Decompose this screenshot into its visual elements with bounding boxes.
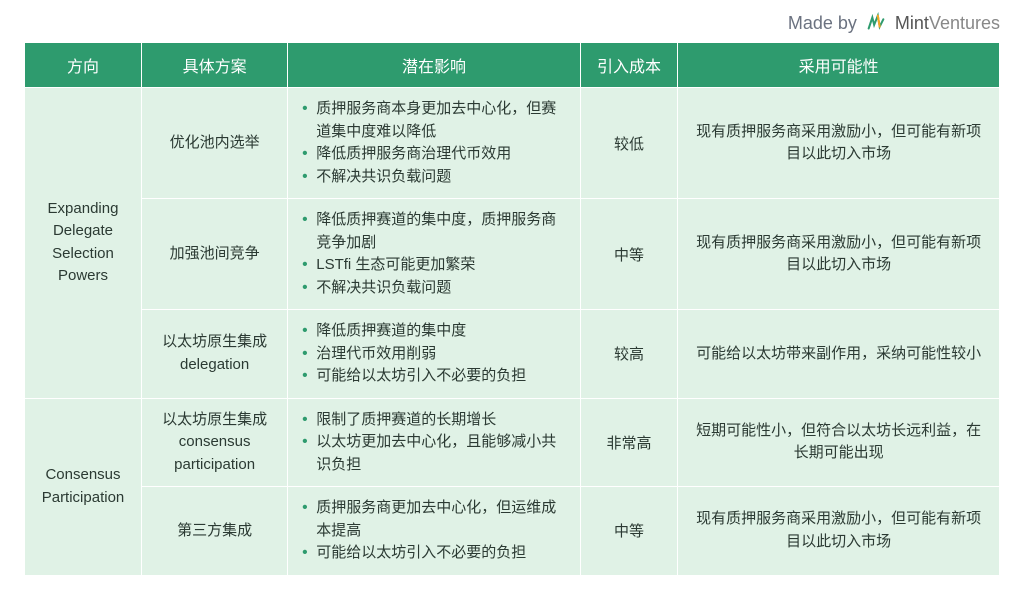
impact-item: 可能给以太坊引入不必要的负担 <box>302 542 566 565</box>
impact-item: LSTfi 生态可能更加繁荣 <box>302 254 566 277</box>
table-row: Consensus Participation以太坊原生集成 consensus… <box>25 398 1000 487</box>
impact-item: 质押服务商更加去中心化，但运维成本提高 <box>302 497 566 542</box>
header-direction: 方向 <box>25 43 142 88</box>
attribution-prefix: Made by <box>788 13 857 34</box>
impact-cell: 降低质押赛道的集中度，质押服务商竞争加剧LSTfi 生态可能更加繁荣不解决共识负… <box>288 199 581 310</box>
impact-item: 限制了质押赛道的长期增长 <box>302 409 566 432</box>
adoption-cell: 现有质押服务商采用激励小，但可能有新项目以此切入市场 <box>678 199 1000 310</box>
attribution-bar: Made by MintVentures <box>24 12 1000 34</box>
plan-cell: 以太坊原生集成 consensus participation <box>142 398 288 487</box>
plan-cell: 第三方集成 <box>142 487 288 576</box>
impact-list: 质押服务商更加去中心化，但运维成本提高可能给以太坊引入不必要的负担 <box>302 497 566 565</box>
cost-cell: 较高 <box>580 310 678 399</box>
adoption-cell: 现有质押服务商采用激励小，但可能有新项目以此切入市场 <box>678 487 1000 576</box>
impact-cell: 限制了质押赛道的长期增长以太坊更加去中心化，且能够减小共识负担 <box>288 398 581 487</box>
impact-list: 限制了质押赛道的长期增长以太坊更加去中心化，且能够减小共识负担 <box>302 409 566 477</box>
table-row: 以太坊原生集成 delegation降低质押赛道的集中度治理代币效用削弱可能给以… <box>25 310 1000 399</box>
table-body: Expanding Delegate Selection Powers优化池内选… <box>25 88 1000 576</box>
impact-cell: 质押服务商更加去中心化，但运维成本提高可能给以太坊引入不必要的负担 <box>288 487 581 576</box>
category-cell: Consensus Participation <box>25 398 142 575</box>
adoption-cell: 现有质押服务商采用激励小，但可能有新项目以此切入市场 <box>678 88 1000 199</box>
impact-list: 质押服务商本身更加去中心化，但赛道集中度难以降低降低质押服务商治理代币效用不解决… <box>302 98 566 188</box>
plan-cell: 以太坊原生集成 delegation <box>142 310 288 399</box>
cost-cell: 中等 <box>580 487 678 576</box>
impact-list: 降低质押赛道的集中度，质押服务商竞争加剧LSTfi 生态可能更加繁荣不解决共识负… <box>302 209 566 299</box>
cost-cell: 较低 <box>580 88 678 199</box>
brand-main: Mint <box>895 13 929 33</box>
impact-item: 降低质押赛道的集中度，质押服务商竞争加剧 <box>302 209 566 254</box>
category-cell: Expanding Delegate Selection Powers <box>25 88 142 399</box>
impact-item: 可能给以太坊引入不必要的负担 <box>302 365 566 388</box>
impact-item: 不解决共识负载问题 <box>302 166 566 189</box>
impact-list: 降低质押赛道的集中度治理代币效用削弱可能给以太坊引入不必要的负担 <box>302 320 566 388</box>
plan-cell: 加强池间竞争 <box>142 199 288 310</box>
table-row: 加强池间竞争降低质押赛道的集中度，质押服务商竞争加剧LSTfi 生态可能更加繁荣… <box>25 199 1000 310</box>
table-row: Expanding Delegate Selection Powers优化池内选… <box>25 88 1000 199</box>
header-adoption: 采用可能性 <box>678 43 1000 88</box>
brand-sub: Ventures <box>929 13 1000 33</box>
table-row: 第三方集成质押服务商更加去中心化，但运维成本提高可能给以太坊引入不必要的负担中等… <box>25 487 1000 576</box>
mint-logo-icon <box>865 12 887 34</box>
impact-item: 不解决共识负载问题 <box>302 277 566 300</box>
impact-item: 降低质押赛道的集中度 <box>302 320 566 343</box>
header-impact: 潜在影响 <box>288 43 581 88</box>
impact-cell: 降低质押赛道的集中度治理代币效用削弱可能给以太坊引入不必要的负担 <box>288 310 581 399</box>
cost-cell: 中等 <box>580 199 678 310</box>
adoption-cell: 短期可能性小，但符合以太坊长远利益，在长期可能出现 <box>678 398 1000 487</box>
cost-cell: 非常高 <box>580 398 678 487</box>
header-cost: 引入成本 <box>580 43 678 88</box>
impact-item: 降低质押服务商治理代币效用 <box>302 143 566 166</box>
impact-cell: 质押服务商本身更加去中心化，但赛道集中度难以降低降低质押服务商治理代币效用不解决… <box>288 88 581 199</box>
header-plan: 具体方案 <box>142 43 288 88</box>
impact-item: 质押服务商本身更加去中心化，但赛道集中度难以降低 <box>302 98 566 143</box>
table-header: 方向 具体方案 潜在影响 引入成本 采用可能性 <box>25 43 1000 88</box>
impact-item: 以太坊更加去中心化，且能够减小共识负担 <box>302 431 566 476</box>
comparison-table: 方向 具体方案 潜在影响 引入成本 采用可能性 Expanding Delega… <box>24 42 1000 576</box>
plan-cell: 优化池内选举 <box>142 88 288 199</box>
adoption-cell: 可能给以太坊带来副作用，采纳可能性较小 <box>678 310 1000 399</box>
brand-name: MintVentures <box>895 13 1000 34</box>
impact-item: 治理代币效用削弱 <box>302 343 566 366</box>
